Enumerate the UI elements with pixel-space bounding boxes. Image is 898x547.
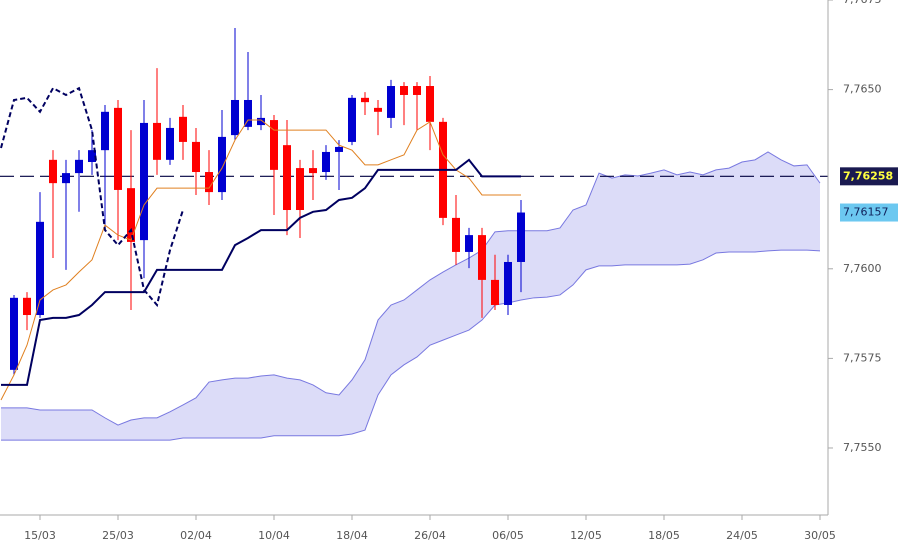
x-tick-label: 24/05 bbox=[726, 529, 758, 542]
x-tick-label: 15/03 bbox=[24, 529, 56, 542]
x-tick-label: 18/04 bbox=[336, 529, 368, 542]
y-tick-label: 7,7650 bbox=[843, 83, 882, 96]
level-label-box bbox=[840, 167, 898, 186]
candle-body bbox=[49, 159, 57, 184]
candle-body bbox=[23, 297, 31, 316]
y-tick-label: 7,7600 bbox=[843, 262, 882, 275]
x-tick-label: 10/04 bbox=[258, 529, 290, 542]
candle-body bbox=[101, 111, 109, 151]
candle-body bbox=[88, 150, 96, 162]
level-label: 7,76258 bbox=[843, 169, 893, 182]
candle-body bbox=[283, 145, 291, 211]
plot-area bbox=[0, 27, 828, 441]
candle-body bbox=[244, 99, 252, 127]
candle-body bbox=[257, 117, 265, 126]
candle-body bbox=[517, 212, 525, 262]
candle-body bbox=[504, 261, 512, 305]
cloud-area bbox=[1, 151, 820, 441]
indicator-line bbox=[0, 119, 521, 401]
x-tick-label: 30/05 bbox=[804, 529, 836, 542]
x-tick-label: 06/05 bbox=[492, 529, 524, 542]
candle-body bbox=[361, 97, 369, 103]
candle-body bbox=[205, 172, 213, 193]
candle-body bbox=[270, 120, 278, 170]
candle-body bbox=[127, 188, 135, 242]
candle-body bbox=[374, 107, 382, 112]
candle-body bbox=[218, 136, 226, 193]
x-tick-label: 02/04 bbox=[180, 529, 212, 542]
candle-body bbox=[179, 116, 187, 142]
candle-body bbox=[75, 159, 83, 174]
cloud-upper bbox=[1, 151, 821, 426]
x-tick-label: 12/05 bbox=[570, 529, 602, 542]
indicator-line bbox=[1, 158, 521, 386]
candle-body bbox=[231, 99, 239, 136]
candle-body bbox=[10, 297, 18, 370]
candle-body bbox=[400, 86, 408, 95]
x-tick-label: 25/03 bbox=[102, 529, 134, 542]
last-price-label: 7,76157 bbox=[843, 206, 889, 219]
candle-body bbox=[465, 235, 473, 252]
candle-body bbox=[478, 235, 486, 280]
y-tick-label: 7,7550 bbox=[843, 441, 882, 454]
x-tick-label: 18/05 bbox=[648, 529, 680, 542]
candle-body bbox=[452, 217, 460, 252]
candle-body bbox=[309, 168, 317, 174]
candle-body bbox=[166, 127, 174, 160]
candle-body bbox=[491, 279, 499, 305]
candle-body bbox=[322, 151, 330, 173]
candle-body bbox=[387, 86, 395, 118]
x-tick-label: 26/04 bbox=[414, 529, 446, 542]
y-tick-label: 7,7575 bbox=[843, 351, 882, 364]
last-price-box bbox=[840, 203, 898, 222]
candle-body bbox=[153, 122, 161, 160]
candle-body bbox=[36, 221, 44, 316]
candle-body bbox=[192, 141, 200, 173]
candle-body bbox=[114, 107, 122, 190]
y-tick-label: 7,7675 bbox=[843, 0, 882, 6]
cloud-lower bbox=[1, 249, 821, 441]
candle-body bbox=[413, 86, 421, 95]
candle-body bbox=[62, 173, 70, 184]
candle-body bbox=[426, 86, 434, 122]
candle-body bbox=[140, 122, 148, 241]
candle-body bbox=[335, 146, 343, 152]
candle-body bbox=[296, 168, 304, 211]
candle-body bbox=[348, 97, 356, 142]
